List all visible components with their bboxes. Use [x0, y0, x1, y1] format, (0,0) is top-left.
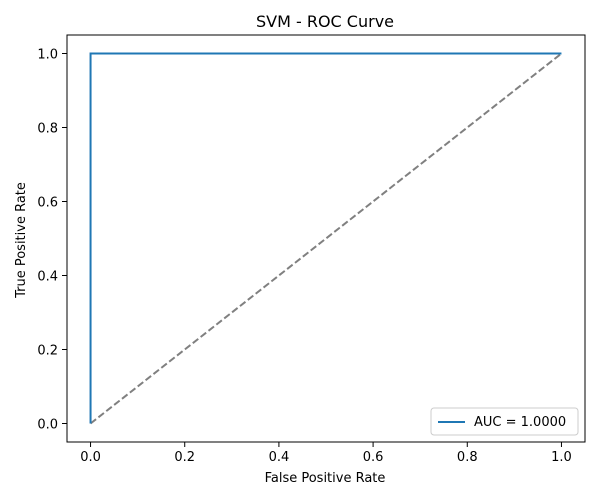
- legend-box: [430, 407, 579, 436]
- x-tick-label: 0.8: [457, 450, 478, 465]
- x-tick-label: 0.6: [363, 450, 384, 465]
- x-axis-ticks: 0.0 0.2 0.4 0.6 0.8 1.0: [80, 442, 572, 465]
- legend-label: AUC = 1.0000: [474, 415, 566, 430]
- y-axis-ticks: 0.0 0.2 0.4 0.6 0.8 1.0: [37, 48, 67, 433]
- y-tick-label: 0.6: [37, 196, 58, 211]
- x-tick-label: 1.0: [551, 450, 572, 465]
- y-tick-label: 0.2: [37, 344, 58, 359]
- chance-diagonal-line: [89, 52, 563, 425]
- y-axis-label: True Positive Rate: [14, 182, 29, 299]
- roc-curve-line: [89, 52, 562, 424]
- y-tick-label: 0.4: [37, 270, 58, 285]
- x-tick-label: 0.4: [269, 450, 290, 465]
- x-tick-label: 0.0: [80, 450, 101, 465]
- y-tick-label: 0.0: [37, 418, 58, 433]
- x-axis-label: False Positive Rate: [265, 471, 386, 486]
- legend: AUC = 1.0000: [430, 407, 579, 436]
- y-tick-label: 0.8: [37, 122, 58, 137]
- y-tick-label: 1.0: [37, 48, 58, 63]
- plot-area-frame: [66, 34, 586, 443]
- x-tick-label: 0.2: [174, 450, 195, 465]
- series-layer: [89, 52, 563, 425]
- chart-title: SVM - ROC Curve: [256, 12, 394, 31]
